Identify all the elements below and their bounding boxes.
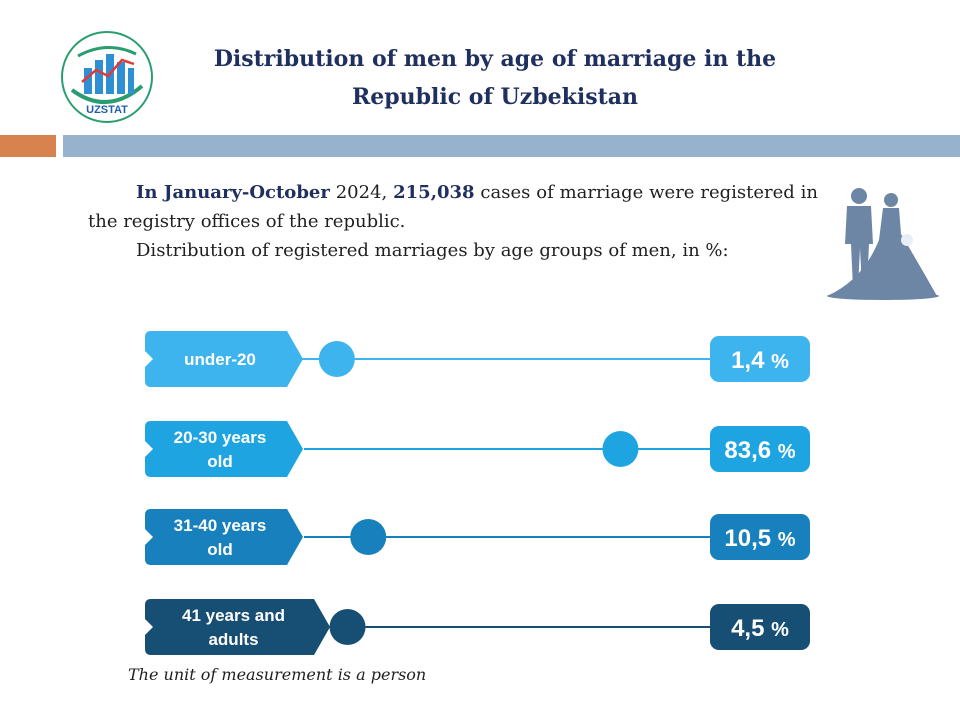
header-accent-blue	[63, 135, 960, 157]
value-label: 1,4 %	[731, 347, 789, 374]
category-label: 20-30 years	[174, 428, 267, 447]
value-badge	[710, 514, 810, 560]
value-badge	[710, 336, 810, 382]
header-accent-orange	[0, 135, 56, 157]
chart-row: 31-40 years old 10,5 %	[145, 509, 810, 565]
category-tag	[145, 331, 303, 387]
intro-text: In January-October 2024, 215,038 cases o…	[88, 178, 818, 265]
value-dot	[329, 609, 366, 645]
category-label: 31-40 years	[174, 516, 267, 535]
intro-paragraph-2: Distribution of registered marriages by …	[136, 240, 729, 261]
chart-row: 41 years and adults 4,5 %	[145, 599, 810, 655]
category-tag	[145, 509, 303, 565]
chart-row: under-20 1,4 %	[145, 331, 810, 387]
category-tag	[145, 599, 330, 655]
value-dot	[602, 431, 639, 467]
value-badge	[710, 426, 810, 472]
value-label: 10,5 %	[724, 525, 795, 552]
category-label: under-20	[184, 350, 256, 369]
value-label: 83,6 %	[724, 437, 795, 464]
bride-and-groom-icon	[827, 188, 939, 300]
chart-row: 20-30 years old 83,6 %	[145, 421, 810, 477]
uzstat-logo: UZSTAT	[61, 31, 153, 123]
category-label: adults	[208, 630, 258, 649]
category-label: old	[207, 452, 233, 471]
value-dot	[318, 341, 355, 377]
unit-note: The unit of measurement is a person	[128, 665, 427, 684]
value-dot	[350, 519, 387, 555]
intro-paragraph-1: In January-October 2024, 215,038 cases o…	[88, 182, 818, 232]
category-label: old	[207, 540, 233, 559]
title-line-2: Republic of Uzbekistan	[351, 84, 639, 110]
value-badge	[710, 604, 810, 650]
page-title: Distribution of men by age of marriage i…	[170, 40, 820, 116]
logo-text: UZSTAT	[86, 104, 128, 116]
value-label: 4,5 %	[731, 615, 789, 642]
category-tag	[145, 421, 303, 477]
title-line-1: Distribution of men by age of marriage i…	[213, 46, 777, 72]
category-label: 41 years and	[182, 606, 285, 625]
